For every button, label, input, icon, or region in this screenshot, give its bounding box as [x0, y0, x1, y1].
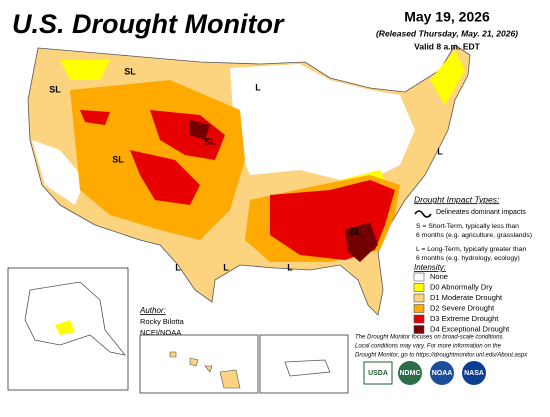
alaska-inset	[7, 267, 129, 391]
impact-label: SL	[112, 154, 124, 164]
logo-bg	[398, 361, 422, 385]
puerto-rico	[284, 359, 331, 377]
legend-swatch	[413, 325, 425, 334]
legend-swatch	[413, 272, 425, 282]
author-org: NCEI/NOAA	[140, 328, 181, 337]
legend-label: D4 Exceptional Drought	[430, 324, 510, 333]
impact-text: L = Long-Term, typically greater than	[416, 246, 526, 253]
impact-title: Drought Impact Types:	[414, 194, 500, 204]
impact-label: L	[437, 146, 443, 156]
footer-line: Drought Monitor, go to https://droughtmo…	[355, 353, 528, 359]
logo-text: USDA	[368, 370, 388, 377]
logos: USDA NDMC NOAA NASA	[363, 361, 486, 385]
legend-label: D3 Extreme Drought	[430, 314, 499, 323]
hawaii	[169, 351, 241, 389]
impact-label: SL	[349, 226, 361, 236]
alaska	[24, 281, 126, 356]
footer: The Drought Monitor focuses on broad-sca…	[355, 335, 528, 359]
released: (Released Thursday, May. 21, 2026)	[376, 28, 518, 38]
legend-label: D1 Moderate Drought	[430, 293, 503, 302]
footer-line: Local conditions may vary. For more info…	[355, 344, 502, 350]
impact-label: SL	[124, 66, 136, 76]
none-area	[230, 64, 415, 185]
logo-bg	[363, 361, 393, 385]
impact-text: 6 months (e.g. hydrology, ecology)	[416, 255, 520, 262]
date: May 19, 2026	[404, 9, 490, 25]
d3-area	[80, 110, 225, 205]
d0-area	[60, 50, 465, 215]
map-labels: SL SL L SL SL L SL L L L	[49, 66, 443, 272]
title: U.S. Drought Monitor	[12, 9, 285, 39]
none-area	[32, 140, 85, 205]
footer-line: The Drought Monitor focuses on broad-sca…	[355, 335, 504, 341]
impact-label: L	[255, 82, 261, 92]
author-name: Rocky Bilotta	[140, 317, 185, 326]
delineates: Delineates dominant impacts	[436, 209, 526, 216]
d4-area	[190, 120, 378, 262]
logo-bg	[462, 361, 486, 385]
impact-label: SL	[49, 84, 61, 94]
logo-text: NOAA	[432, 370, 453, 377]
logo-text: NDMC	[400, 370, 421, 377]
legend-swatch	[413, 314, 425, 324]
legend-swatch	[413, 283, 425, 292]
hawaii-inset	[139, 334, 259, 394]
pr-inset	[259, 334, 349, 394]
legend-label: None	[430, 272, 448, 281]
valid: Valid 8 a.m. EDT	[414, 41, 480, 51]
impact-lines: S = Short-Term, typically less than 6 mon…	[416, 223, 532, 262]
impact-label: L	[223, 262, 229, 272]
legend-label: D0 Abnormally Dry	[430, 282, 493, 291]
intensity-title: Intensity:	[414, 263, 446, 272]
legend-label: D2 Severe Drought	[430, 303, 495, 312]
logo-text: NASA	[464, 370, 484, 377]
logo-bg	[430, 361, 454, 385]
legend-swatch	[413, 293, 425, 303]
impact-text: S = Short-Term, typically less than	[416, 223, 519, 230]
impact-label: L	[287, 262, 293, 272]
delineation-icon	[414, 210, 432, 218]
impact-text: 6 months (e.g. agriculture, grasslands)	[416, 232, 532, 239]
impact-label: SL	[204, 136, 216, 146]
author-title: Author:	[139, 306, 166, 315]
impact-label: L	[175, 262, 181, 272]
legend-swatch	[413, 304, 425, 313]
alaska-d0	[55, 320, 75, 335]
